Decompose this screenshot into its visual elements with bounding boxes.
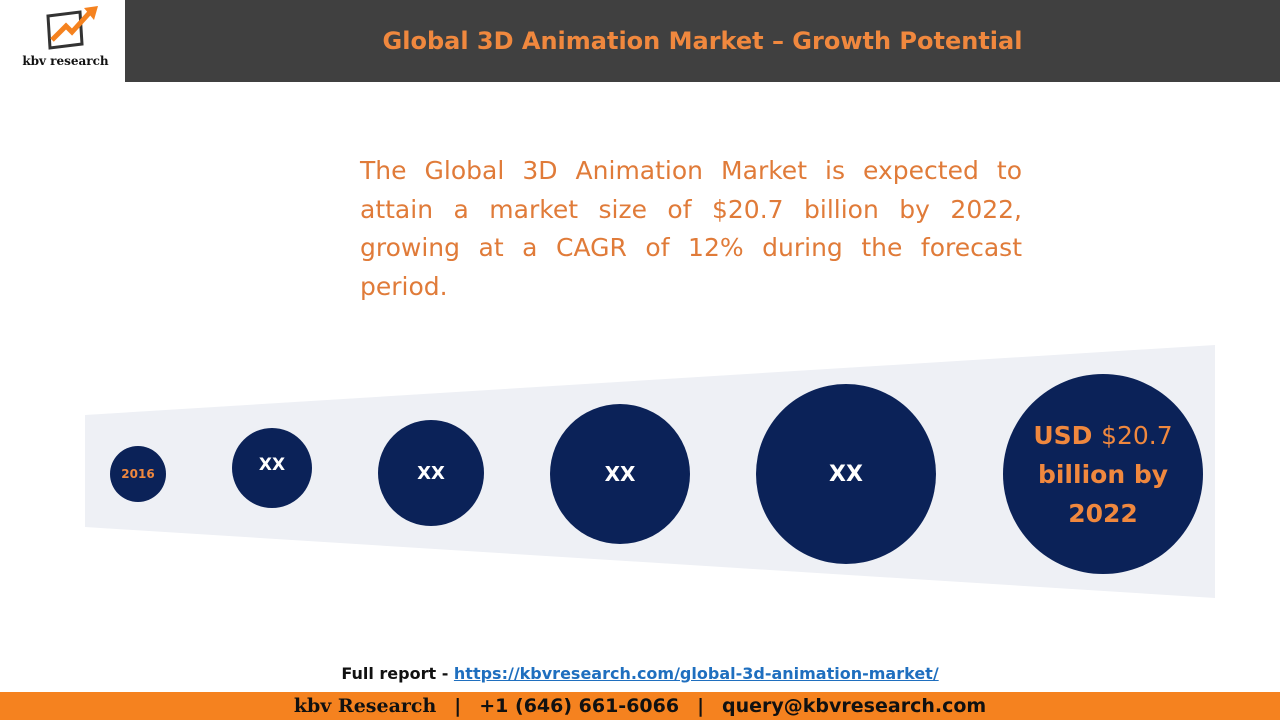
report-link[interactable]: https://kbvresearch.com/global-3d-animat… (453, 664, 939, 683)
final-circle: USD $20.7 billion by 2022 (1003, 374, 1203, 574)
header-title: Global 3D Animation Market – Growth Pote… (382, 27, 1023, 55)
circle-label: 2016 (121, 467, 155, 481)
phone: +1 (646) 661-6066 (479, 695, 680, 717)
circle: 2016 (110, 446, 166, 502)
circle-label: XX (417, 462, 445, 484)
summary-text: The Global 3D Animation Market is expect… (360, 156, 1022, 301)
footer-label: Full report - (341, 664, 449, 683)
header-bar (125, 0, 1280, 82)
circle: XX (378, 420, 484, 526)
circle-label: XX (829, 461, 863, 487)
circle: XX (756, 384, 936, 564)
contact-bar: kbv Research | +1 (646) 661-6066 | query… (0, 692, 1280, 720)
circle-label: XX (604, 462, 636, 486)
separator: | (697, 695, 705, 717)
logo-text: kbv research (22, 54, 109, 68)
circle: XX (550, 404, 690, 544)
brand: kbv Research (293, 695, 437, 717)
final-caption: billion by 2022 (1037, 459, 1169, 528)
footer: Full report - https://kbvresearch.com/gl… (0, 664, 1280, 683)
circle-label: XX (258, 455, 286, 475)
final-unit: USD (1033, 420, 1093, 450)
circle: XX (232, 428, 312, 508)
logo-icon (46, 6, 98, 50)
final-value: $20.7 (1101, 420, 1173, 450)
email[interactable]: query@kbvresearch.com (722, 695, 987, 717)
final-circle-text: USD $20.7 billion by 2022 (1028, 416, 1178, 533)
separator: | (454, 695, 462, 717)
